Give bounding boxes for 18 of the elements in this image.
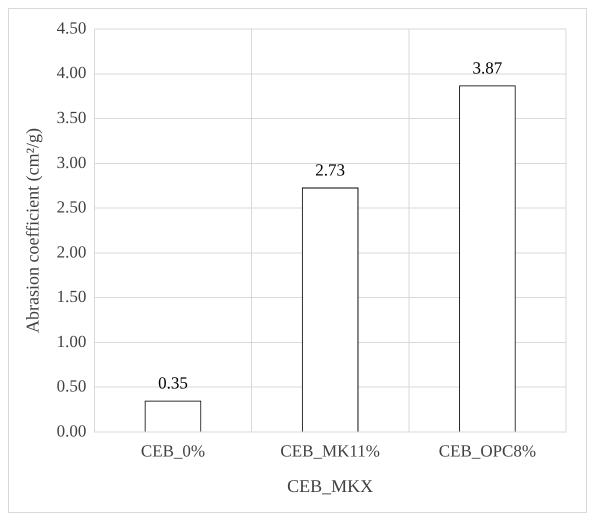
y-tick-label: 3.50	[56, 108, 86, 128]
data-label: 3.87	[472, 58, 503, 78]
y-axis-title: Abrasion coefficient (cm²/g)	[22, 128, 43, 333]
y-tick-label: 3.00	[56, 152, 86, 172]
y-tick-label: 4.50	[56, 18, 86, 38]
x-tick-label: CEB_0%	[140, 442, 206, 461]
x-axis-title: CEB_MKX	[287, 476, 374, 496]
y-tick-label: 1.00	[56, 332, 86, 351]
y-tick-label: 0.50	[56, 376, 86, 396]
y-tick-label: 1.50	[56, 287, 86, 306]
y-tick-label: 0.00	[56, 421, 86, 440]
y-tick-label: 2.50	[56, 198, 86, 217]
data-label: 0.35	[158, 374, 188, 393]
x-tick-label: CEB_MK11%	[280, 442, 380, 461]
x-tick-label: CEB_OPC8%	[438, 442, 536, 461]
y-tick-label: 4.00	[56, 63, 86, 82]
data-label: 2.73	[315, 160, 346, 180]
y-tick-label: 2.00	[56, 242, 86, 262]
